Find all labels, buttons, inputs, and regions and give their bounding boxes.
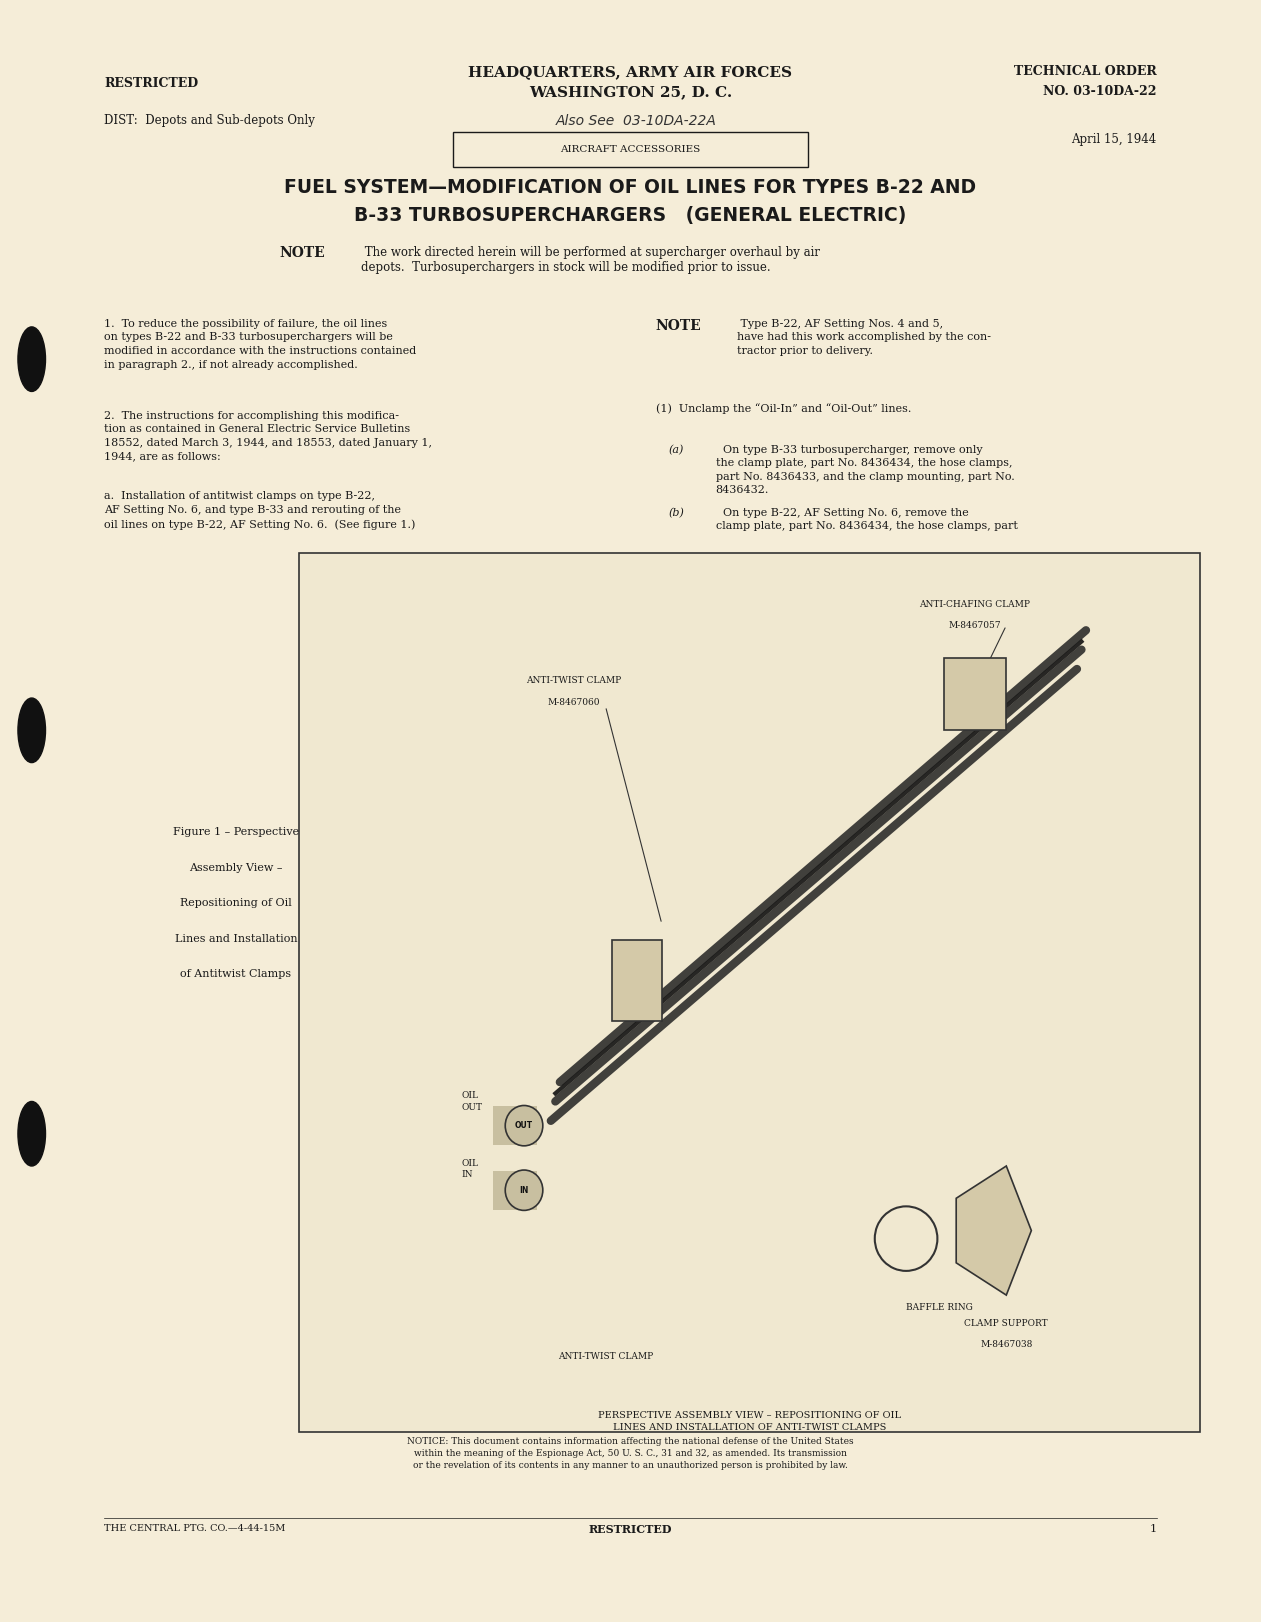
Ellipse shape bbox=[18, 328, 45, 391]
Text: of Antitwist Clamps: of Antitwist Clamps bbox=[180, 968, 291, 980]
Text: OIL
OUT: OIL OUT bbox=[462, 1092, 483, 1111]
Text: NOTE: NOTE bbox=[280, 247, 325, 260]
Text: B-33 TURBOSUPERCHARGERS   (GENERAL ELECTRIC): B-33 TURBOSUPERCHARGERS (GENERAL ELECTRI… bbox=[354, 206, 907, 225]
Text: BAFFLE RING: BAFFLE RING bbox=[907, 1302, 973, 1312]
Ellipse shape bbox=[18, 1101, 45, 1166]
Text: NOTE: NOTE bbox=[656, 320, 701, 333]
Polygon shape bbox=[956, 1166, 1031, 1294]
Text: ANTI-TWIST CLAMP: ANTI-TWIST CLAMP bbox=[527, 676, 622, 684]
Text: WASHINGTON 25, D. C.: WASHINGTON 25, D. C. bbox=[528, 84, 733, 99]
Text: Assembly View –: Assembly View – bbox=[189, 863, 282, 873]
Bar bbox=[299, 553, 1200, 1432]
Text: FUEL SYSTEM—MODIFICATION OF OIL LINES FOR TYPES B-22 AND: FUEL SYSTEM—MODIFICATION OF OIL LINES FO… bbox=[285, 178, 976, 198]
Text: M-8467057: M-8467057 bbox=[948, 621, 1001, 629]
Text: 1: 1 bbox=[1150, 1525, 1156, 1534]
Text: Repositioning of Oil: Repositioning of Oil bbox=[180, 899, 291, 908]
Text: THE CENTRAL PTG. CO.—4-44-15M: THE CENTRAL PTG. CO.—4-44-15M bbox=[105, 1525, 286, 1533]
Bar bbox=[493, 1171, 536, 1210]
Bar bbox=[943, 657, 1006, 730]
Text: NO. 03-10DA-22: NO. 03-10DA-22 bbox=[1043, 84, 1156, 97]
Text: April 15, 1944: April 15, 1944 bbox=[1072, 133, 1156, 146]
Text: (a): (a) bbox=[668, 444, 683, 456]
Text: M-8467038: M-8467038 bbox=[980, 1340, 1033, 1350]
Text: PERSPECTIVE ASSEMBLY VIEW – REPOSITIONING OF OIL
LINES AND INSTALLATION OF ANTI-: PERSPECTIVE ASSEMBLY VIEW – REPOSITIONIN… bbox=[598, 1411, 902, 1432]
Text: OIL
IN: OIL IN bbox=[462, 1160, 478, 1179]
Text: IN: IN bbox=[520, 1186, 528, 1195]
Text: 1.  To reduce the possibility of failure, the oil lines
on types B-22 and B-33 t: 1. To reduce the possibility of failure,… bbox=[105, 320, 416, 370]
Bar bbox=[612, 941, 662, 1020]
Text: ANTI-CHAFING CLAMP: ANTI-CHAFING CLAMP bbox=[919, 600, 1030, 610]
Text: a.  Installation of antitwist clamps on type B-22,
AF Setting No. 6, and type B-: a. Installation of antitwist clamps on t… bbox=[105, 491, 416, 529]
Text: Also See  03-10DA-22A: Also See 03-10DA-22A bbox=[555, 114, 716, 128]
Text: AIRCRAFT ACCESSORIES: AIRCRAFT ACCESSORIES bbox=[560, 144, 701, 154]
Text: DIST:  Depots and Sub-depots Only: DIST: Depots and Sub-depots Only bbox=[105, 114, 315, 127]
Text: HEADQUARTERS, ARMY AIR FORCES: HEADQUARTERS, ARMY AIR FORCES bbox=[469, 65, 792, 79]
Text: TECHNICAL ORDER: TECHNICAL ORDER bbox=[1014, 65, 1156, 78]
Text: On type B-22, AF Setting No. 6, remove the
clamp plate, part No. 8436434, the ho: On type B-22, AF Setting No. 6, remove t… bbox=[716, 508, 1018, 532]
Text: (b): (b) bbox=[668, 508, 683, 517]
Text: CLAMP SUPPORT: CLAMP SUPPORT bbox=[965, 1319, 1048, 1328]
Text: ANTI-TWIST CLAMP: ANTI-TWIST CLAMP bbox=[557, 1351, 653, 1361]
Text: Type B-22, AF Setting Nos. 4 and 5,
have had this work accomplished by the con-
: Type B-22, AF Setting Nos. 4 and 5, have… bbox=[736, 320, 991, 357]
Text: Lines and Installation: Lines and Installation bbox=[174, 934, 298, 944]
Text: RESTRICTED: RESTRICTED bbox=[589, 1525, 672, 1536]
Text: 2.  The instructions for accomplishing this modifica-
tion as contained in Gener: 2. The instructions for accomplishing th… bbox=[105, 410, 433, 462]
Text: RESTRICTED: RESTRICTED bbox=[105, 76, 198, 89]
Text: NOTICE: This document contains information affecting the national defense of the: NOTICE: This document contains informati… bbox=[407, 1437, 854, 1470]
Text: On type B-33 turbosupercharger, remove only
the clamp plate, part No. 8436434, t: On type B-33 turbosupercharger, remove o… bbox=[716, 444, 1014, 495]
Text: The work directed herein will be performed at supercharger overhaul by air
depot: The work directed herein will be perform… bbox=[361, 247, 820, 274]
Ellipse shape bbox=[506, 1169, 542, 1210]
Ellipse shape bbox=[506, 1106, 542, 1145]
Text: Figure 1 – Perspective: Figure 1 – Perspective bbox=[173, 827, 299, 837]
Bar bbox=[493, 1106, 536, 1145]
Text: M-8467060: M-8467060 bbox=[547, 697, 600, 707]
Text: (1)  Unclamp the “Oil-In” and “Oil-Out” lines.: (1) Unclamp the “Oil-In” and “Oil-Out” l… bbox=[656, 402, 910, 414]
Ellipse shape bbox=[18, 697, 45, 762]
Text: OUT: OUT bbox=[514, 1121, 533, 1131]
